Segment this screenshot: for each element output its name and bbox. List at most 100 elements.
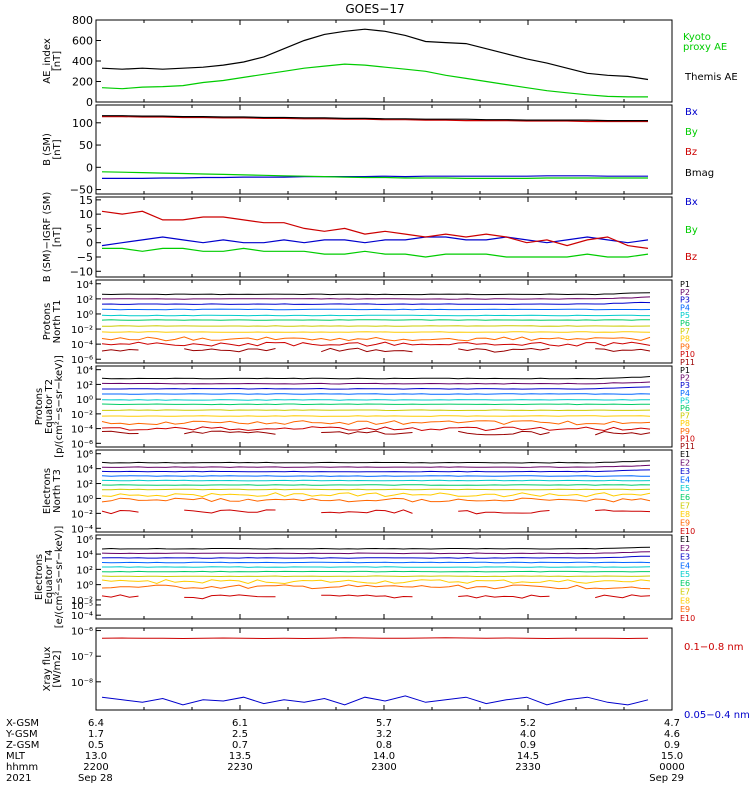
y-axis-label: ElectronsEquator T4[e/(cm²−s−sr−keV)] — [34, 526, 65, 629]
legend-p9: P9 — [680, 342, 690, 351]
y-tick-label: 0 — [86, 161, 93, 174]
x-tick-value: 2230 — [227, 762, 252, 773]
level-p6-line — [101, 403, 651, 406]
legend-themis-ae: Themis AE — [684, 72, 738, 83]
legend-p1: P1 — [680, 366, 690, 375]
y-tick-label: 10⁻² — [71, 325, 93, 336]
legend-p7: P7 — [680, 412, 690, 421]
legend-p8: P8 — [680, 335, 690, 344]
level-e6-line — [101, 570, 650, 573]
y-tick-label: 10² — [76, 380, 93, 391]
y-tick-label: −5 — [77, 251, 93, 264]
level-e9-line — [101, 497, 651, 503]
legend-p3: P3 — [680, 381, 690, 390]
x-row-label: MLT — [6, 751, 26, 762]
level-e5-line — [101, 479, 651, 482]
level-p6-line — [101, 319, 651, 321]
y-axis-label: ElectronsNorth T3 — [42, 468, 63, 514]
x-tick-value: 4.0 — [520, 729, 536, 740]
y-tick-label: 10⁻² — [71, 509, 93, 520]
y-axis-label: B (SM)[nT] — [42, 133, 63, 166]
y-tick-label: 10⁻⁴ — [71, 611, 93, 622]
series-bmag-line — [102, 115, 648, 122]
y-tick-label: 100 — [72, 117, 93, 130]
level-p10-line — [101, 426, 651, 432]
figure-title: GOES−17 — [345, 2, 404, 16]
y-tick-label: 10² — [76, 565, 93, 576]
legend-p6: P6 — [680, 319, 690, 328]
legend-e6: E6 — [680, 493, 690, 502]
y-tick-label: 10⁶ — [76, 450, 93, 461]
y-tick-label: 10⁻⁷ — [71, 652, 93, 663]
y-axis-label: ProtonsEquator T2[p/(cm²−s−sr−keV)] — [34, 355, 65, 458]
y-tick-label: 10 — [79, 208, 93, 221]
legend-p10: P10 — [680, 434, 695, 443]
panel-frame — [95, 279, 673, 364]
series-kyoto-proxy-ae-line — [101, 63, 648, 98]
legend-bx: Bx — [685, 107, 698, 118]
legend-e5: E5 — [680, 570, 690, 579]
y-tick-label: 10⁻⁵ — [71, 601, 93, 612]
legend-kyoto-proxy-ae: Kyoto proxy AE — [683, 32, 727, 53]
legend-e8: E8 — [680, 510, 690, 519]
x-tick-value: 2.5 — [232, 729, 248, 740]
legend-p1: P1 — [680, 280, 690, 289]
y-tick-label: 10⁰ — [76, 494, 93, 505]
x-tick-value: 0.9 — [664, 740, 680, 751]
x-row-label: Y-GSM — [5, 729, 38, 740]
legend-p4: P4 — [680, 389, 690, 398]
x-tick-value: 0.8 — [376, 740, 392, 751]
y-tick-label: 10⁶ — [76, 535, 93, 546]
panel-5: ProtonsEquator T2[p/(cm²−s−sr−keV)] 10⁴10… — [34, 355, 695, 458]
x-tick-value: 0000 — [659, 762, 684, 773]
level-e7-line — [101, 488, 651, 491]
y-tick-label: 10⁻⁴ — [71, 340, 93, 351]
legend-p2: P2 — [680, 288, 690, 297]
y-tick-label: 10⁻⁴ — [71, 524, 93, 535]
level-e10-line — [101, 509, 651, 515]
level-p9-line — [101, 336, 651, 342]
y-axis-label: Xray flux[W/m2] — [42, 647, 63, 692]
legend-e3: E3 — [680, 467, 690, 476]
series-themis-ae-line — [101, 28, 649, 81]
level-p10-line — [101, 341, 651, 347]
level-e6-line — [101, 484, 651, 486]
level-e9-line — [101, 584, 651, 590]
level-p8-line — [101, 415, 651, 417]
y-tick-label: 15 — [79, 194, 93, 207]
level-e5-line — [102, 566, 651, 568]
level-e10-line — [101, 594, 651, 600]
series-bz-line — [102, 115, 648, 123]
series-bx-line — [102, 175, 648, 179]
legend-e9: E9 — [680, 605, 690, 614]
legend-e9: E9 — [680, 518, 690, 527]
x-tick-value: 4.7 — [664, 718, 680, 729]
legend-bx: Bx — [685, 197, 698, 208]
level-p4-line — [102, 393, 651, 395]
legend-p3: P3 — [680, 296, 690, 305]
y-tick-label: 10⁻⁶ — [71, 627, 93, 638]
legend-e10: E10 — [680, 527, 695, 536]
legend-e7: E7 — [680, 588, 690, 597]
y-tick-label: 800 — [72, 14, 93, 27]
panel-6: ElectronsNorth T310⁶10⁴10²10⁰10⁻²10⁻⁴E1E… — [42, 449, 695, 536]
legend-p5: P5 — [680, 311, 690, 320]
x-tick-value: 15.0 — [661, 751, 683, 762]
level-e8-line — [101, 579, 651, 585]
panels: AE_index[nT] 800 600 400 200 0 Kyoto proxy AE Th… — [34, 14, 750, 721]
y-tick-label: 10⁻² — [71, 410, 93, 421]
legend-p6: P6 — [680, 404, 690, 413]
x-tick-value: 0.9 — [520, 740, 536, 751]
legend-e2: E2 — [680, 544, 690, 553]
panel-4: ProtonsNorth T1 10⁴ 10² 10⁰ 10⁻² 10⁻⁴ 10⁻⁶ P1P2… — [42, 279, 695, 367]
x-row-label: 2021 — [6, 773, 31, 784]
x-tick-value: 2200 — [83, 762, 108, 773]
panel-frame — [95, 19, 673, 103]
x-tick-value: 14.0 — [373, 751, 395, 762]
x-tick-value: 4.6 — [664, 729, 680, 740]
x-row-label: Z-GSM — [6, 740, 39, 751]
x-row-label: hhmm — [6, 762, 38, 773]
x-tick-value: 5.7 — [376, 718, 392, 729]
level-p8-line — [101, 331, 651, 333]
